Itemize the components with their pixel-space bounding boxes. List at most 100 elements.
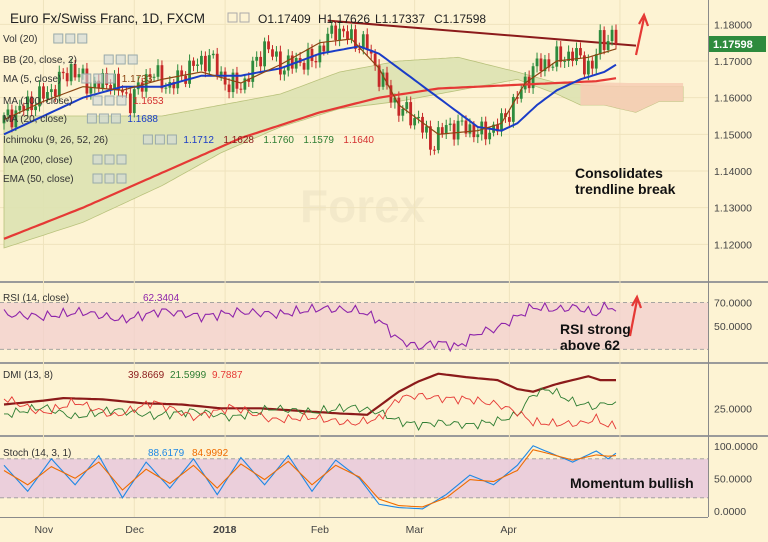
candle[interactable] xyxy=(590,60,594,69)
candle[interactable] xyxy=(49,89,53,93)
candle[interactable] xyxy=(444,125,448,134)
candle[interactable] xyxy=(385,72,389,86)
candle[interactable] xyxy=(282,70,286,75)
candle[interactable] xyxy=(192,60,195,66)
candle[interactable] xyxy=(535,58,539,67)
candle[interactable] xyxy=(326,33,330,52)
candle[interactable] xyxy=(148,74,152,77)
candle[interactable] xyxy=(452,123,456,140)
eye-icon[interactable] xyxy=(142,134,153,145)
candle[interactable] xyxy=(405,102,409,109)
candle[interactable] xyxy=(89,87,93,94)
candle[interactable] xyxy=(468,124,472,134)
candle[interactable] xyxy=(53,89,57,97)
candle[interactable] xyxy=(77,74,81,78)
candle[interactable] xyxy=(583,55,586,75)
candle[interactable] xyxy=(527,76,531,89)
candle[interactable] xyxy=(563,60,567,62)
candle[interactable] xyxy=(602,30,606,50)
candle[interactable] xyxy=(125,92,128,94)
candle[interactable] xyxy=(18,105,22,111)
candle[interactable] xyxy=(81,68,85,75)
candle[interactable] xyxy=(26,96,30,111)
candle[interactable] xyxy=(243,78,247,90)
candle[interactable] xyxy=(586,60,590,75)
candle[interactable] xyxy=(42,86,45,99)
candle[interactable] xyxy=(239,88,243,90)
candle[interactable] xyxy=(172,82,176,89)
candle[interactable] xyxy=(93,80,97,88)
candle[interactable] xyxy=(484,121,488,140)
candle[interactable] xyxy=(109,84,113,89)
eye-icon[interactable] xyxy=(86,113,97,124)
indicator-label[interactable]: MA (5, close) xyxy=(3,74,61,85)
candle[interactable] xyxy=(22,105,26,111)
symbol-title[interactable]: Euro Fx/Swiss Franc, 1D, FXCM xyxy=(10,11,205,26)
candle[interactable] xyxy=(543,59,547,72)
settings-icon[interactable] xyxy=(154,134,165,145)
candle[interactable] xyxy=(496,124,499,132)
candle[interactable] xyxy=(275,51,278,57)
candle[interactable] xyxy=(215,53,219,76)
candle[interactable] xyxy=(156,65,160,77)
candle[interactable] xyxy=(504,113,507,118)
trendline[interactable] xyxy=(327,19,637,47)
candle[interactable] xyxy=(436,127,440,151)
candle[interactable] xyxy=(14,110,18,128)
ma20-line[interactable] xyxy=(3,45,617,136)
candle[interactable] xyxy=(30,96,34,111)
settings-icon[interactable] xyxy=(227,12,238,23)
candle[interactable] xyxy=(310,48,314,62)
candle[interactable] xyxy=(346,31,349,40)
candle[interactable] xyxy=(231,72,235,93)
candle[interactable] xyxy=(559,46,563,62)
indicator-label[interactable]: MA (100, close) xyxy=(3,96,72,107)
eye-icon[interactable] xyxy=(92,173,103,184)
candle[interactable] xyxy=(322,45,326,52)
candle[interactable] xyxy=(448,123,452,126)
indicator-label[interactable]: Ichimoku (9, 26, 52, 26) xyxy=(3,135,108,146)
candle[interactable] xyxy=(354,29,357,49)
close-icon[interactable] xyxy=(116,173,127,184)
candle[interactable] xyxy=(567,51,571,61)
candle[interactable] xyxy=(160,65,164,89)
candle[interactable] xyxy=(128,93,132,114)
stoch-d-line[interactable] xyxy=(3,449,617,508)
candle[interactable] xyxy=(440,127,444,134)
candle[interactable] xyxy=(377,65,381,87)
candle[interactable] xyxy=(507,117,511,122)
settings-icon[interactable] xyxy=(104,154,115,165)
dmi-adx-line[interactable] xyxy=(3,372,616,416)
candle[interactable] xyxy=(425,126,428,133)
candle[interactable] xyxy=(263,41,266,67)
close-icon[interactable] xyxy=(77,33,88,44)
candle[interactable] xyxy=(429,126,432,150)
candle[interactable] xyxy=(606,41,610,50)
settings-icon[interactable] xyxy=(104,173,115,184)
candle[interactable] xyxy=(539,58,543,72)
settings-icon[interactable] xyxy=(98,113,109,124)
candle[interactable] xyxy=(6,109,10,116)
candle[interactable] xyxy=(267,41,270,50)
candle[interactable] xyxy=(361,34,365,49)
candle[interactable] xyxy=(555,46,559,67)
settings-icon[interactable] xyxy=(93,73,104,84)
candle[interactable] xyxy=(357,48,361,50)
candle[interactable] xyxy=(381,72,385,87)
candle[interactable] xyxy=(255,56,259,61)
candle[interactable] xyxy=(338,28,342,41)
close-icon[interactable] xyxy=(127,54,138,65)
indicator-label[interactable]: BB (20, close, 2) xyxy=(3,55,77,66)
candle[interactable] xyxy=(259,56,263,67)
candle[interactable] xyxy=(200,55,203,65)
candle[interactable] xyxy=(401,108,405,116)
stoch-k-line[interactable] xyxy=(3,445,617,510)
candle[interactable] xyxy=(393,97,397,103)
eye-icon[interactable] xyxy=(92,95,103,106)
candle[interactable] xyxy=(144,74,148,92)
candle[interactable] xyxy=(65,73,69,82)
indicator-label[interactable]: EMA (50, close) xyxy=(3,174,74,185)
settings-icon[interactable] xyxy=(239,12,250,23)
candle[interactable] xyxy=(365,34,369,50)
